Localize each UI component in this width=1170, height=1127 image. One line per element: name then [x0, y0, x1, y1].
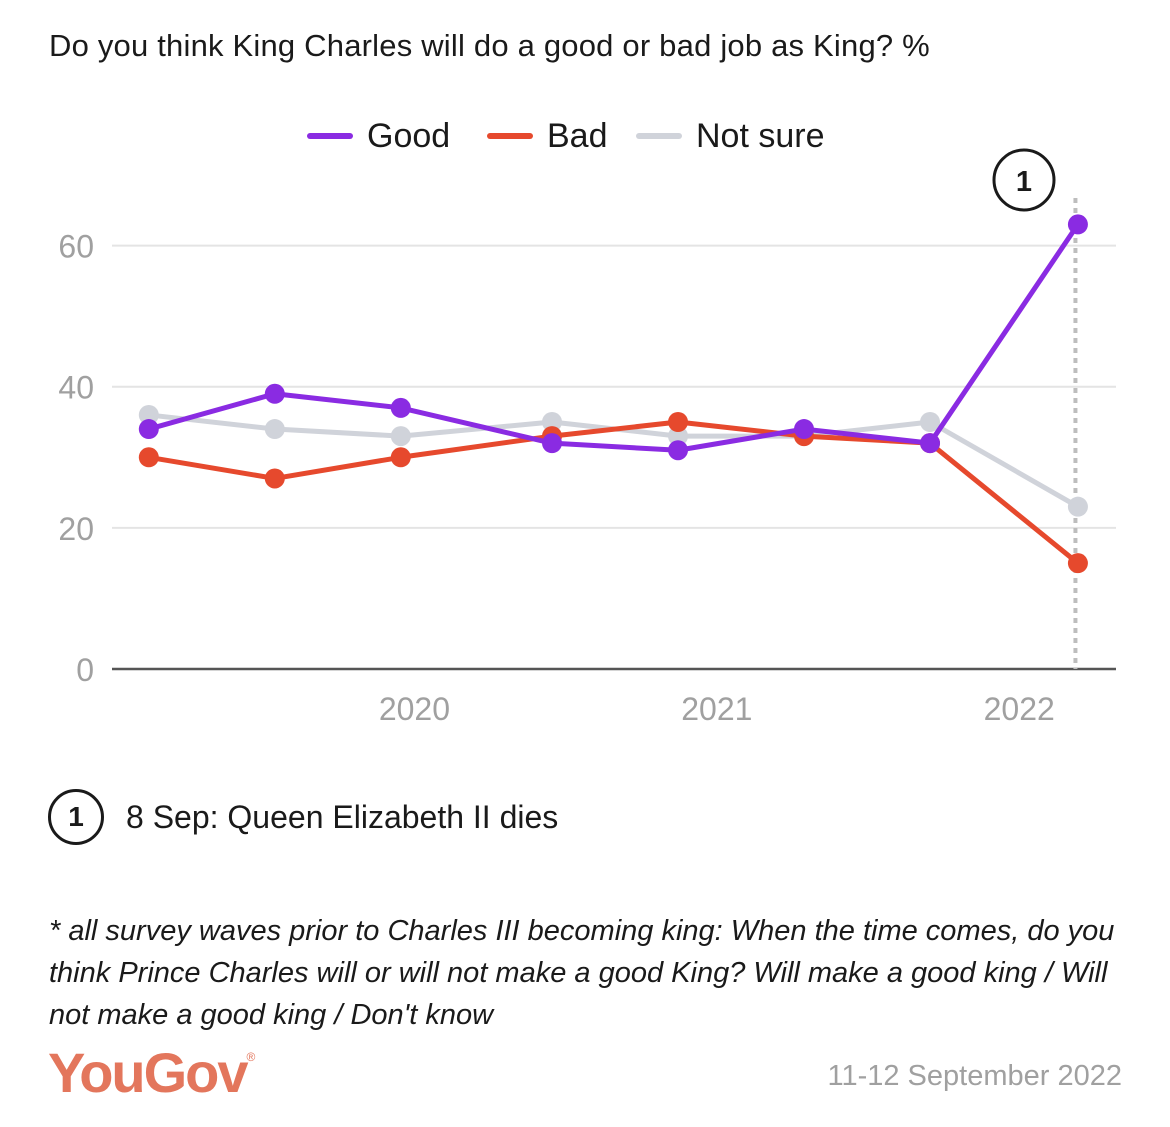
legend-swatch-not-sure	[636, 133, 682, 139]
series-line-good	[146, 221, 1081, 453]
legend-item-bad: Bad	[487, 114, 608, 158]
legend-item-good: Good	[307, 114, 450, 158]
data-point-bad-4	[668, 412, 689, 432]
data-point-good-6	[920, 433, 941, 454]
legend-label-not-sure: Not sure	[696, 116, 825, 155]
legend-label-bad: Bad	[547, 116, 608, 155]
annotation-marker-circle	[992, 148, 1056, 212]
annotation-text: 8 Sep: Queen Elizabeth II dies	[126, 798, 559, 835]
data-point-good-5	[794, 419, 815, 440]
data-point-bad-7	[1067, 553, 1088, 574]
registered-mark: ®	[246, 1050, 256, 1064]
annotation-note: 1 8 Sep: Queen Elizabeth II dies	[48, 785, 558, 849]
data-point-good-0	[138, 419, 159, 440]
data-point-bad-0	[138, 447, 159, 468]
data-point-not-sure-1	[264, 419, 285, 440]
y-tick-label-0: 0	[76, 652, 94, 688]
data-point-not-sure-0	[138, 404, 159, 425]
y-tick-label-40: 40	[58, 370, 94, 406]
legend-swatch-bad	[487, 133, 533, 139]
data-point-good-7	[1067, 214, 1088, 235]
data-point-good-1	[264, 383, 285, 404]
yougov-logo: YouGov®	[48, 1040, 255, 1105]
data-point-good-3	[542, 433, 563, 454]
line-chart: 0 20 40 60 2020 2021 2022 1	[58, 148, 1116, 727]
legend-label-good: Good	[367, 116, 451, 155]
data-point-good-2	[390, 397, 411, 418]
chart-title: Do you think King Charles will do a good…	[49, 28, 930, 63]
y-tick-label-60: 60	[58, 229, 94, 265]
footnote: * all survey waves prior to Charles III …	[49, 915, 1115, 1031]
logo-text: YouGov	[48, 1041, 249, 1104]
x-tick-label-2020: 2020	[379, 691, 450, 727]
data-point-not-sure-7	[1067, 496, 1088, 517]
data-point-not-sure-2	[390, 426, 411, 447]
survey-date: 11-12 September 2022	[827, 1060, 1122, 1092]
y-tick-label-20: 20	[58, 511, 94, 547]
legend: Good Bad Not sure	[0, 114, 1170, 158]
data-point-not-sure-4	[668, 426, 689, 447]
annotation-badge: 1	[48, 789, 104, 845]
data-point-not-sure-6	[920, 412, 941, 432]
x-tick-label-2022: 2022	[984, 691, 1055, 727]
legend-item-not-sure: Not sure	[636, 114, 825, 158]
data-point-good-4	[668, 440, 689, 461]
data-point-not-sure-3	[542, 412, 563, 432]
x-tick-label-2021: 2021	[681, 691, 752, 727]
data-point-bad-2	[390, 447, 411, 468]
annotation-marker-label: 1	[1016, 166, 1032, 198]
legend-swatch-good	[307, 133, 353, 139]
data-point-bad-1	[264, 468, 285, 489]
